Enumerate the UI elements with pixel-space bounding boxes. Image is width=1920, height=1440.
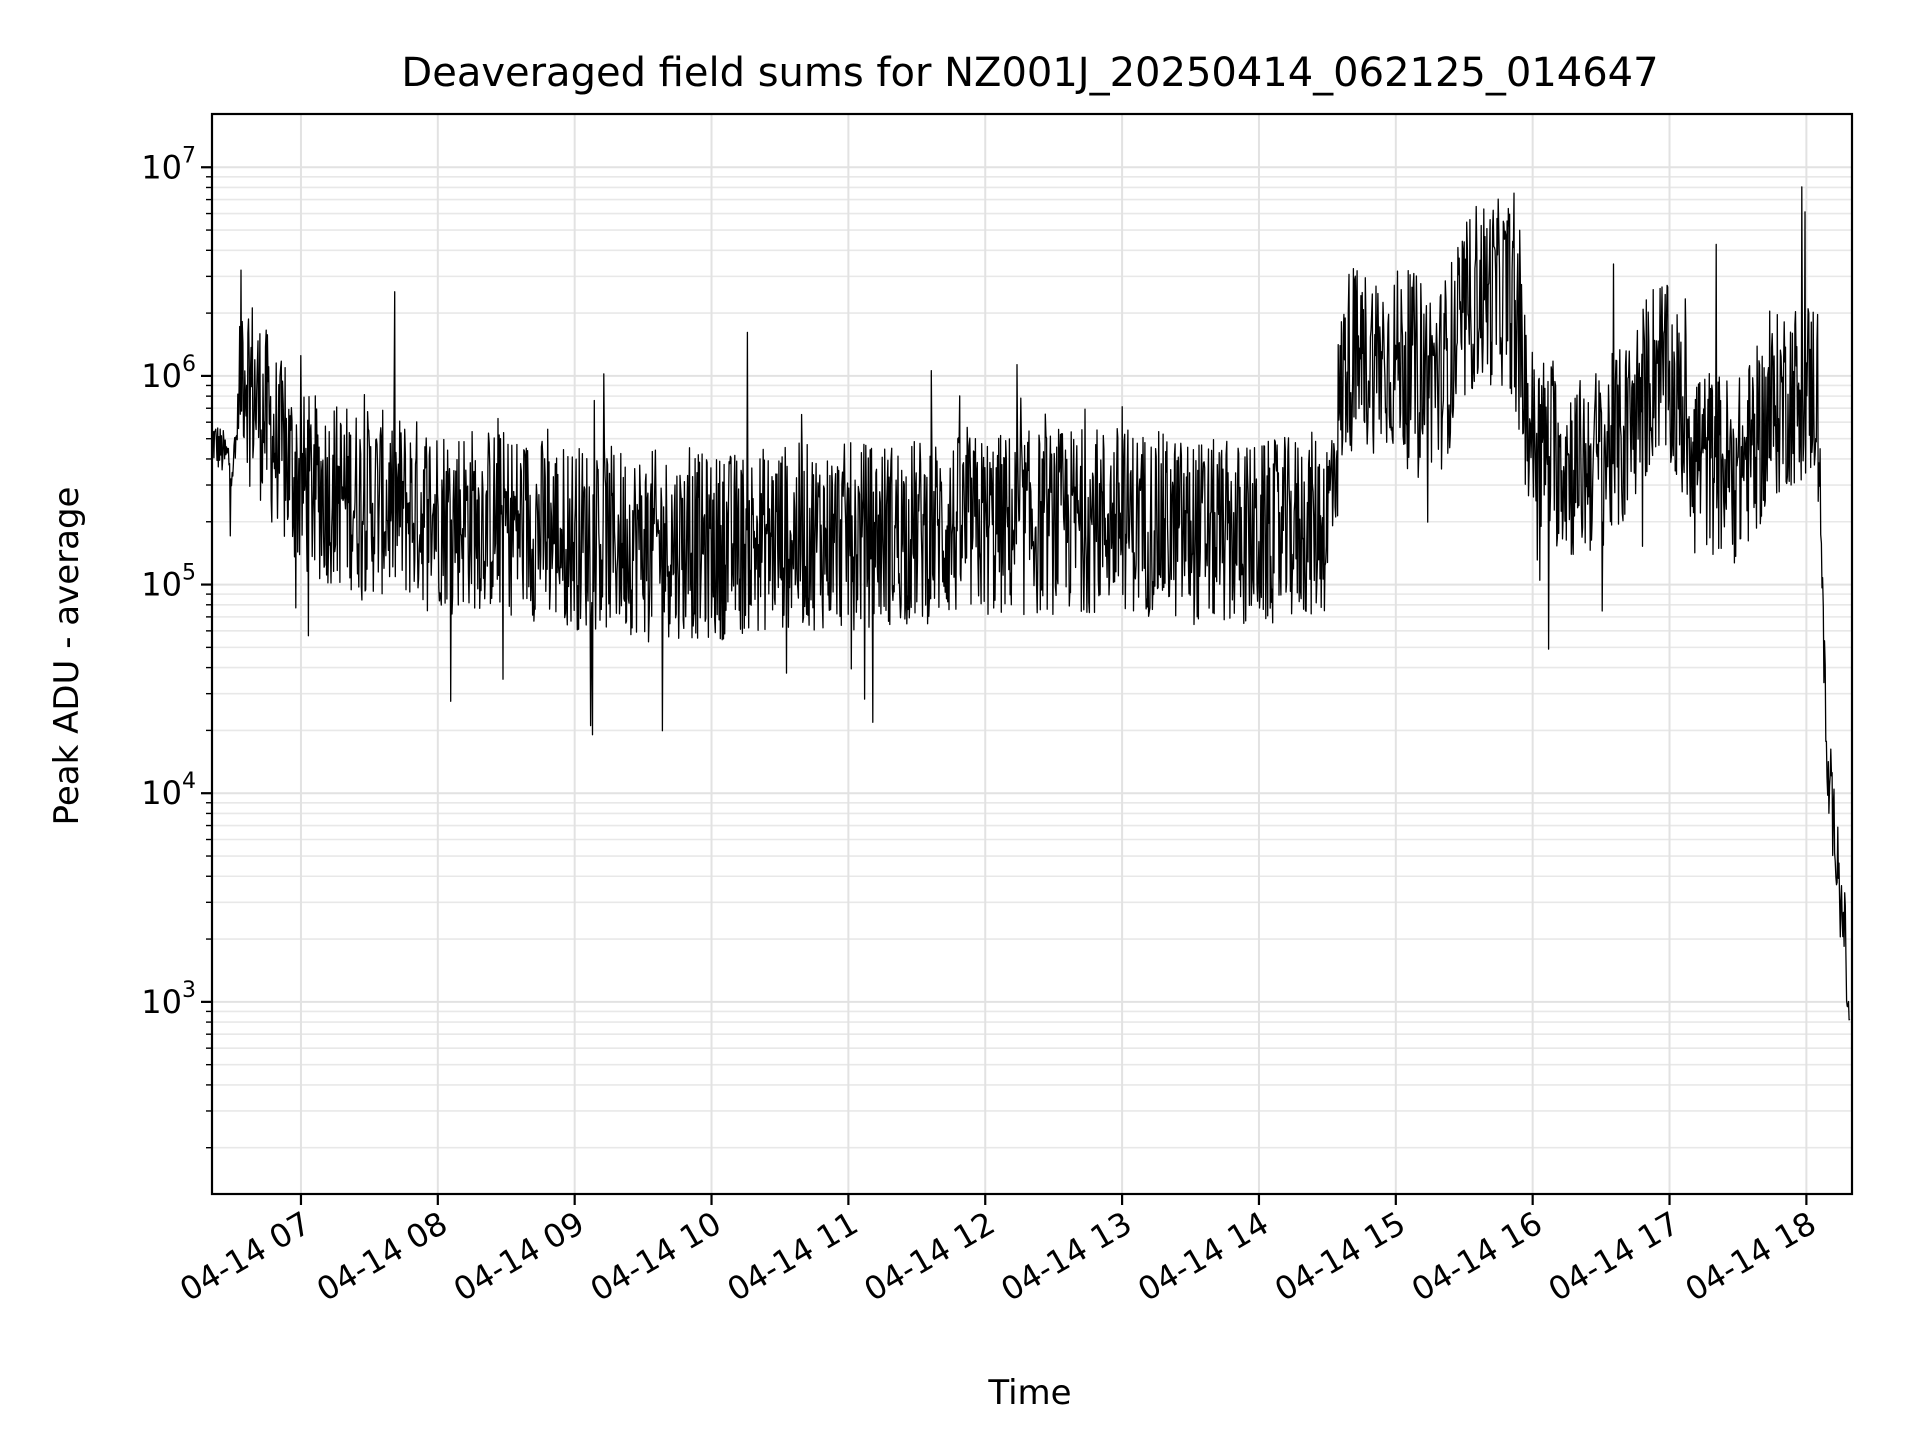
y-tick-label: 105 [141,561,196,604]
series-line [211,186,1851,1021]
chart-title: Deaveraged field sums for NZ001J_2025041… [401,50,1658,96]
y-tick-label: 106 [141,352,196,395]
grid [212,114,1852,1194]
y-axis-label: Peak ADU - average [47,487,87,826]
y-tick-label: 107 [141,143,196,186]
y-tick-label: 104 [141,769,196,812]
y-tick-label: 103 [141,978,196,1021]
series-layer [211,186,1851,1021]
x-axis-label: Time [987,1373,1071,1413]
plot-frame [210,112,1854,1196]
